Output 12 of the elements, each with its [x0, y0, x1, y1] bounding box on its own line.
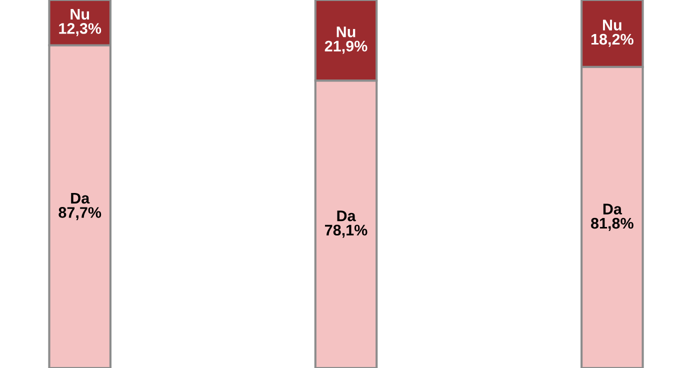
- text: Da: [603, 204, 622, 214]
- series-label: Da: [71, 192, 90, 204]
- data-label: 18,2%: [591, 34, 634, 47]
- data-label: 87,7%: [58, 207, 102, 220]
- data-label: 81,8%: [590, 218, 634, 231]
- text: Nu: [336, 26, 356, 38]
- data-label: 12,3%: [59, 23, 102, 36]
- data-label: 78,1%: [325, 224, 368, 238]
- text: Nu: [603, 20, 622, 30]
- series-label: Nu: [70, 8, 90, 20]
- data-label: 21,9%: [324, 40, 368, 54]
- text: Da: [337, 210, 356, 222]
